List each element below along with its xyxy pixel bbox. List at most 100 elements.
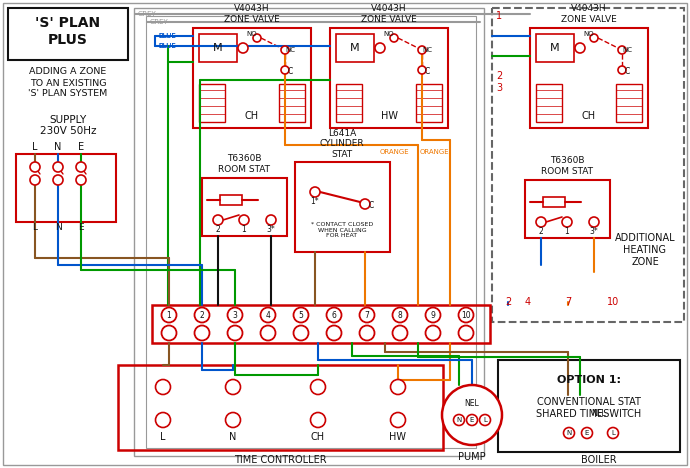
Text: 1: 1 — [496, 11, 502, 21]
Text: NC: NC — [285, 47, 295, 53]
Circle shape — [375, 43, 385, 53]
Text: E: E — [78, 142, 84, 152]
Bar — [193, 28, 311, 128]
Text: 3: 3 — [233, 310, 237, 320]
Bar — [558, 395, 640, 450]
Bar — [492, 8, 684, 322]
Text: N: N — [566, 430, 571, 436]
Text: 1: 1 — [564, 227, 569, 235]
Text: T6360B
ROOM STAT: T6360B ROOM STAT — [218, 154, 270, 174]
Text: M: M — [213, 43, 223, 53]
Text: V4043H
ZONE VALVE: V4043H ZONE VALVE — [361, 4, 417, 24]
Circle shape — [228, 307, 242, 322]
Bar — [279, 84, 305, 122]
Text: E: E — [470, 417, 474, 423]
Circle shape — [393, 326, 408, 341]
Circle shape — [238, 43, 248, 53]
Circle shape — [293, 307, 308, 322]
Text: C: C — [287, 67, 293, 76]
Text: 2: 2 — [505, 297, 511, 307]
Text: 'S' PLAN: 'S' PLAN — [35, 16, 101, 30]
Text: T6360B
ROOM STAT: T6360B ROOM STAT — [541, 156, 593, 176]
Text: BLUE: BLUE — [158, 33, 176, 39]
Circle shape — [442, 385, 502, 445]
Text: ORANGE: ORANGE — [380, 149, 410, 155]
Text: 3: 3 — [496, 83, 502, 93]
Text: L: L — [32, 142, 38, 152]
Circle shape — [281, 66, 289, 74]
Text: 2: 2 — [199, 310, 204, 320]
Bar — [616, 84, 642, 122]
Text: SUPPLY: SUPPLY — [50, 115, 87, 125]
Circle shape — [293, 326, 308, 341]
Circle shape — [360, 199, 370, 209]
Circle shape — [226, 412, 241, 427]
Bar — [416, 84, 442, 122]
Circle shape — [536, 217, 546, 227]
Text: 8: 8 — [397, 310, 402, 320]
Text: 2: 2 — [215, 225, 220, 234]
Text: C: C — [424, 67, 430, 76]
Circle shape — [466, 415, 477, 425]
Circle shape — [582, 427, 593, 439]
Text: BLUE: BLUE — [158, 33, 176, 39]
Text: L641A
CYLINDER
STAT: L641A CYLINDER STAT — [319, 129, 364, 159]
Circle shape — [161, 307, 177, 322]
Text: 'S' PLAN SYSTEM: 'S' PLAN SYSTEM — [28, 89, 108, 98]
Text: 7: 7 — [364, 310, 369, 320]
Text: 4: 4 — [525, 297, 531, 307]
Circle shape — [359, 326, 375, 341]
Text: M: M — [351, 43, 359, 53]
Bar — [525, 180, 610, 238]
Circle shape — [213, 215, 223, 225]
Text: 2: 2 — [539, 227, 544, 235]
Circle shape — [228, 326, 242, 341]
Bar — [530, 28, 648, 128]
Text: TO AN EXISTING: TO AN EXISTING — [30, 79, 106, 88]
Circle shape — [390, 34, 398, 42]
Text: GREY: GREY — [138, 11, 157, 17]
Bar — [220, 195, 242, 205]
Bar — [498, 360, 680, 452]
Circle shape — [253, 34, 261, 42]
Text: N: N — [456, 417, 462, 423]
Circle shape — [458, 307, 473, 322]
Text: L: L — [32, 224, 37, 233]
Text: C: C — [624, 67, 629, 76]
Bar — [146, 16, 476, 448]
Bar — [134, 8, 484, 456]
Text: ADDING A ZONE: ADDING A ZONE — [30, 67, 107, 76]
Text: 230V 50Hz: 230V 50Hz — [40, 126, 96, 136]
Circle shape — [239, 215, 249, 225]
Text: NO: NO — [584, 31, 594, 37]
Circle shape — [418, 46, 426, 54]
Text: NEL: NEL — [591, 409, 607, 417]
Bar — [536, 34, 574, 62]
Bar — [336, 84, 362, 122]
Text: L: L — [483, 417, 487, 423]
Circle shape — [310, 380, 326, 395]
Circle shape — [426, 307, 440, 322]
Text: L: L — [160, 432, 166, 442]
Text: CH: CH — [245, 111, 259, 121]
Circle shape — [575, 43, 585, 53]
Text: E: E — [78, 224, 83, 233]
Text: NO: NO — [384, 31, 394, 37]
Circle shape — [618, 46, 626, 54]
Text: 10: 10 — [461, 310, 471, 320]
Text: 3*: 3* — [266, 225, 275, 234]
Text: 10: 10 — [607, 297, 619, 307]
Text: 7: 7 — [565, 297, 571, 307]
Text: TIME CONTROLLER: TIME CONTROLLER — [234, 455, 326, 465]
Text: 1*: 1* — [310, 197, 319, 205]
Bar — [152, 305, 490, 343]
Circle shape — [589, 217, 599, 227]
Circle shape — [53, 175, 63, 185]
Text: HW: HW — [389, 432, 406, 442]
Text: OPTION 1:: OPTION 1: — [557, 375, 621, 385]
Bar — [336, 34, 374, 62]
Bar — [118, 365, 443, 450]
Circle shape — [310, 412, 326, 427]
Circle shape — [195, 307, 210, 322]
Circle shape — [393, 307, 408, 322]
